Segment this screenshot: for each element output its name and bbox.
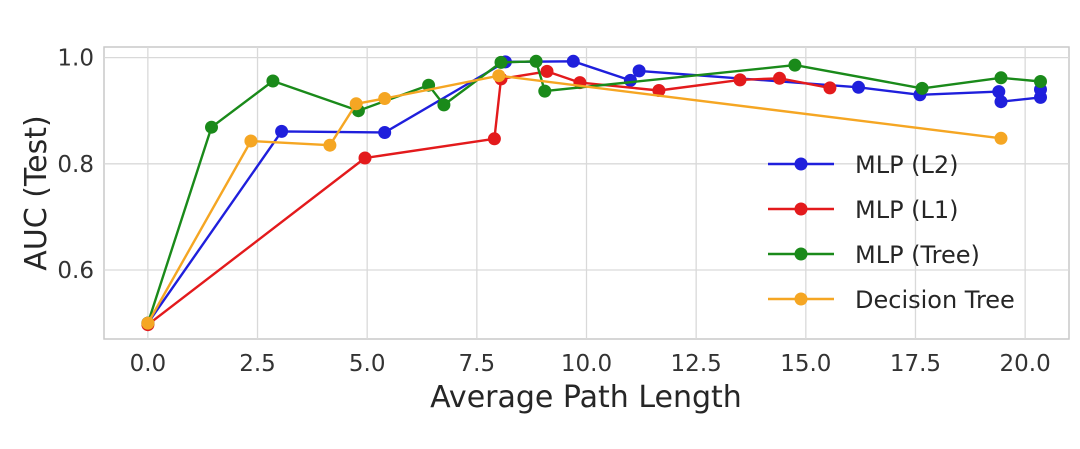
y-tick-label: 0.6 xyxy=(57,258,94,284)
data-point xyxy=(266,74,280,88)
x-tick-label: 5.0 xyxy=(349,351,386,377)
data-point xyxy=(994,95,1008,109)
x-tick-label: 10.0 xyxy=(561,351,612,377)
data-point xyxy=(915,81,929,95)
legend-item: MLP (L1) xyxy=(768,196,959,224)
data-point xyxy=(205,120,218,134)
data-point xyxy=(632,64,646,78)
y-axis-label: AUC (Test) xyxy=(19,115,54,270)
legend-label: MLP (L2) xyxy=(855,151,959,179)
data-point xyxy=(275,124,289,138)
legend-marker xyxy=(794,247,808,261)
series-mlp-tree xyxy=(141,54,1047,330)
data-point xyxy=(437,98,451,112)
x-tick-label: 2.5 xyxy=(239,351,276,377)
data-point xyxy=(823,81,837,95)
y-tick-label: 1.0 xyxy=(57,46,94,72)
legend-item: Decision Tree xyxy=(768,286,1015,314)
x-axis-label: Average Path Length xyxy=(430,380,742,415)
x-tick-label: 7.5 xyxy=(459,351,496,377)
data-point xyxy=(494,55,508,69)
series-decision-tree xyxy=(141,69,1008,330)
data-point xyxy=(492,69,506,83)
data-point xyxy=(652,84,666,97)
data-point xyxy=(540,64,554,78)
x-tick-label: 15.0 xyxy=(780,351,831,377)
legend: MLP (L2) MLP (L1) MLP (Tree) Decision Tree xyxy=(768,151,1015,314)
data-point xyxy=(378,92,392,105)
series-line xyxy=(147,70,831,326)
data-point xyxy=(1034,75,1047,88)
x-axis-ticks: 0.0 2.5 5.0 7.5 10.0 12.5 15.0 17.5 20.0 xyxy=(130,351,1051,377)
data-point xyxy=(141,316,155,330)
data-point xyxy=(378,126,392,139)
data-point xyxy=(733,73,747,87)
legend-marker xyxy=(794,202,808,216)
data-point xyxy=(992,85,1006,99)
y-axis-ticks: 0.6 0.8 1.0 xyxy=(57,46,94,284)
data-point xyxy=(487,132,501,146)
data-point xyxy=(852,80,865,94)
data-point xyxy=(358,151,372,165)
data-point xyxy=(788,58,802,72)
legend-marker xyxy=(794,292,808,306)
data-point xyxy=(244,134,258,148)
legend-label: Decision Tree xyxy=(855,286,1015,314)
data-point xyxy=(994,131,1008,145)
legend-label: MLP (L1) xyxy=(855,196,959,224)
data-point xyxy=(529,54,543,68)
data-point xyxy=(323,138,337,152)
x-tick-label: 0.0 xyxy=(130,351,167,377)
legend-item: MLP (L2) xyxy=(768,151,959,179)
data-point xyxy=(538,84,552,98)
grid xyxy=(104,47,1069,339)
series-layer xyxy=(141,54,1047,332)
x-tick-label: 20.0 xyxy=(1000,351,1051,377)
data-point xyxy=(994,71,1008,85)
data-point xyxy=(349,97,363,111)
data-point xyxy=(773,71,786,85)
x-tick-label: 17.5 xyxy=(890,351,941,377)
legend-label: MLP (Tree) xyxy=(855,241,980,269)
legend-item: MLP (Tree) xyxy=(768,241,980,269)
data-point xyxy=(566,54,580,68)
legend-marker xyxy=(794,157,808,171)
y-tick-label: 0.8 xyxy=(57,152,94,178)
x-tick-label: 12.5 xyxy=(671,351,722,377)
